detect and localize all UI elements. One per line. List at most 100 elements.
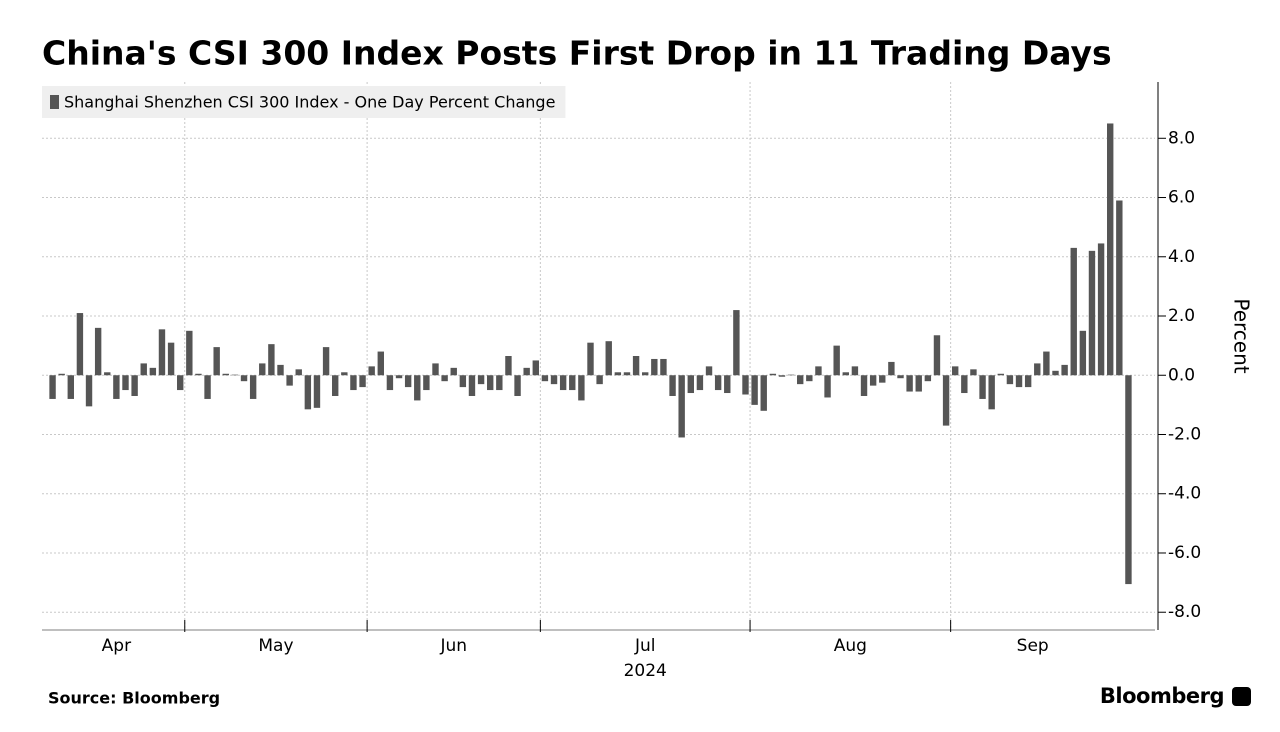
chart-title: China's CSI 300 Index Posts First Drop i… bbox=[42, 34, 1112, 73]
bar bbox=[222, 373, 229, 376]
bar bbox=[158, 329, 166, 376]
x-tick-label: Sep bbox=[1017, 636, 1049, 656]
bar bbox=[122, 375, 129, 391]
bar bbox=[1006, 375, 1014, 385]
x-year-label: 2024 bbox=[624, 661, 667, 681]
bar bbox=[623, 372, 631, 376]
bar bbox=[660, 358, 667, 376]
bar bbox=[696, 375, 704, 391]
bar bbox=[1024, 375, 1032, 388]
bar bbox=[514, 375, 521, 396]
bar bbox=[468, 375, 476, 396]
bar bbox=[441, 375, 448, 382]
bar bbox=[49, 375, 56, 399]
bar bbox=[1043, 351, 1050, 376]
bar bbox=[578, 375, 585, 401]
bar bbox=[94, 327, 102, 376]
bar bbox=[67, 375, 74, 399]
bar bbox=[432, 363, 439, 376]
bar bbox=[304, 375, 312, 410]
bar bbox=[359, 375, 366, 388]
bar bbox=[970, 369, 977, 376]
y-tick-label: 4.0 bbox=[1168, 247, 1195, 267]
bar bbox=[1015, 375, 1023, 388]
bar bbox=[268, 344, 275, 376]
bar bbox=[368, 366, 375, 376]
bar bbox=[350, 375, 357, 391]
bar bbox=[751, 375, 758, 405]
bar bbox=[933, 335, 941, 376]
bar bbox=[1052, 370, 1059, 376]
bar bbox=[496, 375, 503, 391]
bar bbox=[733, 310, 740, 376]
brand-icon bbox=[1232, 687, 1251, 706]
bar bbox=[851, 366, 859, 376]
bar bbox=[1097, 243, 1105, 376]
bar bbox=[104, 372, 111, 376]
bar bbox=[769, 373, 777, 376]
bar bbox=[778, 375, 786, 377]
bar bbox=[651, 358, 658, 376]
bar bbox=[879, 375, 886, 383]
bar bbox=[249, 375, 257, 399]
bar bbox=[414, 375, 421, 401]
bar bbox=[131, 375, 138, 396]
bar bbox=[386, 375, 394, 391]
bar bbox=[322, 347, 330, 376]
bar bbox=[596, 375, 603, 385]
bar bbox=[231, 374, 239, 376]
bar bbox=[541, 375, 549, 382]
bar bbox=[1125, 375, 1132, 585]
bar bbox=[532, 360, 539, 376]
bar bbox=[1079, 330, 1087, 376]
y-tick-label: 6.0 bbox=[1168, 188, 1195, 208]
bar bbox=[815, 366, 822, 376]
bar bbox=[632, 356, 640, 376]
bar bbox=[797, 375, 804, 385]
bar bbox=[559, 375, 567, 391]
bar bbox=[477, 375, 485, 385]
bar bbox=[313, 375, 321, 408]
y-tick-label: 2.0 bbox=[1168, 306, 1195, 326]
bar bbox=[76, 313, 84, 376]
bar bbox=[140, 363, 147, 376]
bar bbox=[85, 375, 93, 407]
bar bbox=[952, 366, 959, 376]
source: Source: Bloomberg bbox=[48, 689, 220, 708]
bar bbox=[395, 375, 403, 379]
bar bbox=[1107, 123, 1114, 376]
bar bbox=[332, 375, 339, 396]
bar bbox=[1034, 363, 1041, 376]
bar bbox=[824, 375, 831, 398]
bar bbox=[1116, 200, 1123, 376]
bar bbox=[705, 366, 713, 376]
bar bbox=[833, 345, 840, 376]
bar bbox=[295, 369, 302, 376]
bar bbox=[569, 375, 576, 391]
bar bbox=[860, 375, 868, 396]
bar bbox=[550, 375, 558, 385]
bar bbox=[724, 375, 731, 394]
x-tick-label: Jun bbox=[439, 636, 467, 656]
y-axis-label: Percent bbox=[1230, 298, 1254, 373]
y-tick-label: -8.0 bbox=[1168, 602, 1201, 622]
bar bbox=[1070, 247, 1077, 376]
legend: Shanghai Shenzhen CSI 300 Index - One Da… bbox=[42, 86, 566, 118]
bar bbox=[1061, 364, 1068, 376]
x-tick-label: May bbox=[258, 636, 293, 656]
bar bbox=[906, 375, 913, 392]
x-tick-label: Jul bbox=[634, 636, 656, 656]
bar bbox=[523, 367, 530, 376]
bar bbox=[714, 375, 722, 391]
y-tick-label: 0.0 bbox=[1168, 365, 1195, 385]
bar bbox=[642, 372, 649, 376]
bar bbox=[240, 375, 248, 382]
bar bbox=[869, 375, 877, 386]
bar bbox=[149, 367, 157, 376]
bar bbox=[195, 373, 202, 376]
bar bbox=[614, 372, 622, 376]
bar bbox=[997, 373, 1004, 376]
bar bbox=[113, 375, 120, 399]
bar bbox=[167, 342, 175, 376]
